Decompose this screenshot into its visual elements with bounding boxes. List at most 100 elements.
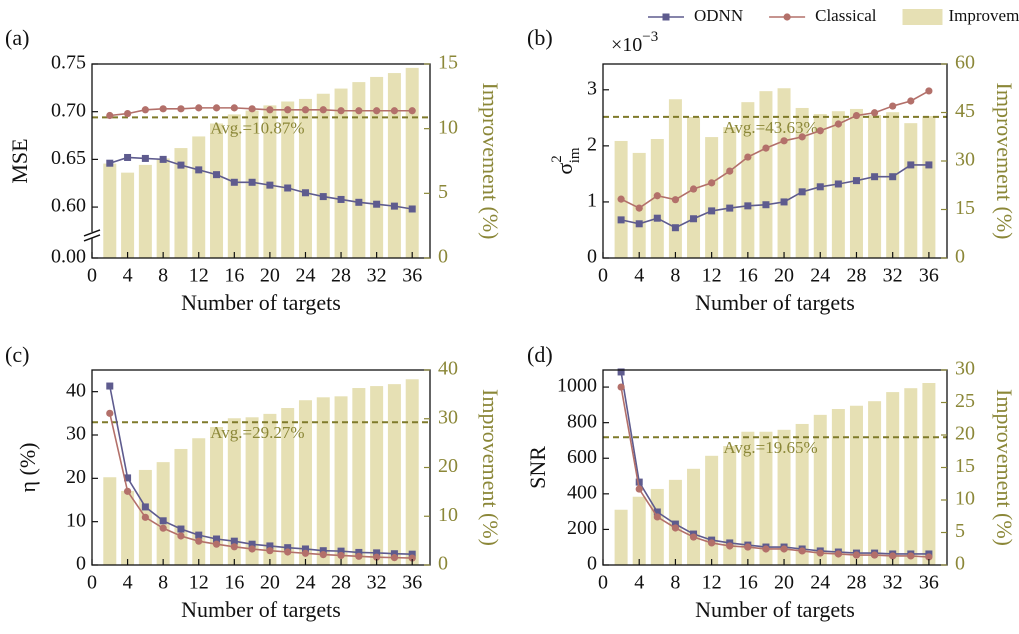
marker [248, 105, 256, 113]
x-tick-label: 4 [634, 265, 644, 287]
marker [248, 178, 256, 186]
x-tick-label: 8 [670, 265, 680, 287]
marker [726, 204, 734, 212]
marker [195, 166, 203, 174]
y2-axis-label: Improvement (%) [478, 389, 503, 546]
marker [408, 550, 416, 558]
marker [653, 508, 661, 516]
marker [159, 155, 167, 163]
bar [316, 93, 330, 258]
marker [230, 537, 238, 545]
series-line [109, 385, 413, 555]
y-tick-label: 10 [66, 509, 86, 531]
bar [352, 388, 366, 565]
y2-tick-label: 15 [955, 455, 975, 477]
marker [319, 547, 327, 555]
marker [744, 153, 752, 161]
bar [886, 392, 900, 565]
marker [319, 551, 327, 559]
bar [868, 401, 882, 565]
marker [834, 120, 842, 128]
series-line [109, 156, 413, 210]
marker [653, 192, 661, 200]
marker [907, 552, 915, 560]
marker [889, 173, 897, 181]
bar [316, 397, 330, 565]
marker [106, 159, 114, 167]
marker [213, 171, 221, 179]
x-tick-label: 4 [634, 572, 644, 594]
y2-tick-label: 45 [955, 100, 975, 122]
x-tick-label: 32 [883, 572, 903, 594]
bar [298, 400, 312, 565]
bar [614, 509, 628, 565]
bar [334, 88, 348, 258]
bar [387, 384, 401, 565]
marker [708, 179, 716, 187]
x-axis-label: Number of targets [695, 290, 855, 315]
marker [390, 550, 398, 558]
x-tick-label: 0 [598, 265, 608, 287]
marker [337, 195, 345, 203]
bar [387, 73, 401, 258]
marker [925, 553, 933, 561]
x-tick-label: 28 [331, 572, 351, 594]
marker [925, 87, 933, 95]
marker [301, 549, 310, 557]
panel-label: (a) [5, 25, 29, 50]
marker [780, 137, 788, 145]
marker [744, 202, 752, 210]
y-axis-label: SNR [525, 446, 550, 489]
bar [227, 114, 241, 258]
marker [870, 551, 879, 559]
y-tick-label: 0.00 [51, 246, 86, 268]
bar [192, 438, 206, 565]
x-tick-label: 0 [598, 572, 608, 594]
bar [632, 496, 646, 565]
marker [141, 154, 149, 162]
marker [301, 189, 309, 197]
y2-tick-label: 20 [438, 455, 458, 477]
average-label: Avg.=10.87% [210, 118, 304, 137]
marker [355, 107, 363, 115]
y-tick-label: 2 [587, 133, 597, 155]
marker [373, 200, 381, 208]
bar [868, 115, 882, 258]
series-line [109, 107, 413, 117]
legend-label: Improvement [949, 6, 1019, 25]
marker [337, 107, 345, 115]
marker [177, 161, 185, 169]
x-tick-label: 16 [224, 265, 244, 287]
y-axis-label-main: η (%) [15, 443, 40, 493]
marker [689, 533, 698, 541]
x-tick-label: 28 [331, 265, 351, 287]
marker [726, 167, 734, 175]
x-tick-label: 36 [402, 572, 422, 594]
y-multiplier-exp: −3 [642, 29, 658, 45]
marker [212, 540, 221, 548]
average-label: Avg.=29.27% [210, 423, 304, 442]
marker [689, 185, 698, 193]
bar [210, 123, 224, 258]
bar [156, 158, 170, 258]
y-tick-label: 400 [567, 481, 597, 503]
y2-axis-label: Improvement (%) [992, 389, 1017, 546]
marker [617, 216, 625, 224]
marker [337, 547, 345, 555]
bar [210, 427, 224, 565]
marker [159, 517, 167, 525]
marker [635, 204, 643, 212]
bar [245, 417, 259, 565]
x-axis-label: Number of targets [695, 597, 855, 622]
marker [248, 540, 256, 548]
y2-tick-label: 20 [955, 423, 975, 445]
marker [319, 106, 327, 114]
bar [705, 455, 719, 565]
marker [816, 127, 824, 135]
marker [816, 549, 824, 557]
y-tick-label: 0 [587, 553, 597, 575]
y-axis-label: MSE [7, 138, 32, 183]
x-tick-label: 16 [738, 265, 758, 287]
marker [266, 181, 274, 189]
